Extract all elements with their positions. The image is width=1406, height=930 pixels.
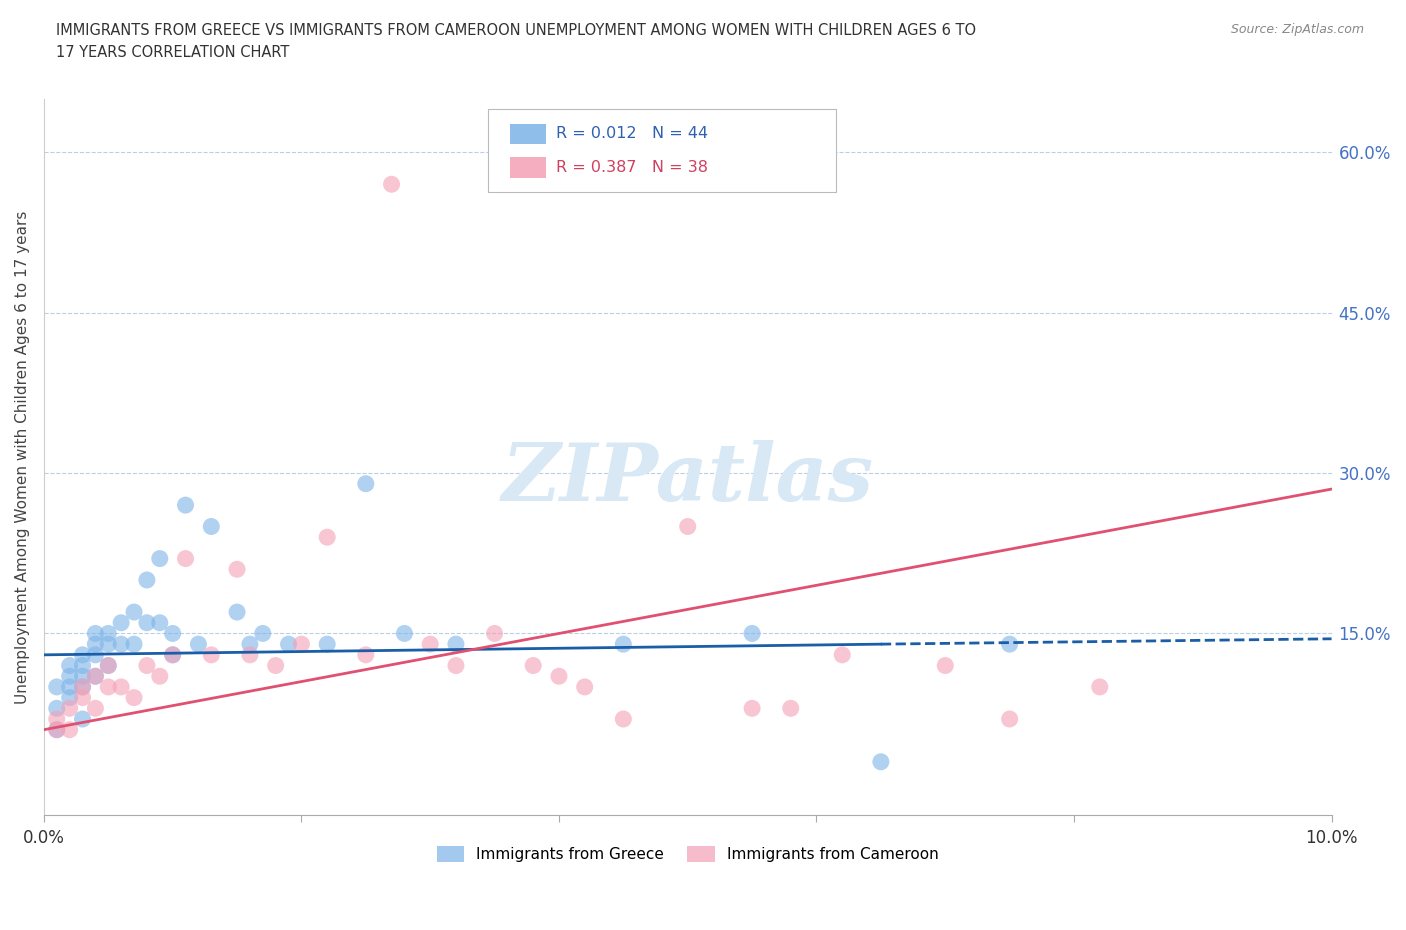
Point: [97, 680, 120, 695]
Point: [149, 551, 172, 566]
Point: [59, 701, 82, 716]
Point: [72, 680, 94, 695]
Point: [72, 658, 94, 673]
Point: [548, 669, 571, 684]
Point: [998, 711, 1021, 726]
Point: [444, 658, 467, 673]
Point: [741, 626, 763, 641]
Point: [741, 701, 763, 716]
Point: [84, 701, 107, 716]
Point: [290, 637, 312, 652]
Point: [484, 626, 506, 641]
Point: [277, 637, 299, 652]
Point: [779, 701, 801, 716]
Point: [162, 626, 184, 641]
Point: [97, 637, 120, 652]
Point: [97, 658, 120, 673]
Point: [122, 637, 145, 652]
Point: [187, 637, 209, 652]
Point: [316, 530, 339, 545]
Text: IMMIGRANTS FROM GREECE VS IMMIGRANTS FROM CAMEROON UNEMPLOYMENT AMONG WOMEN WITH: IMMIGRANTS FROM GREECE VS IMMIGRANTS FRO…: [56, 23, 976, 60]
Point: [84, 647, 107, 662]
Point: [239, 637, 262, 652]
Legend: Immigrants from Greece, Immigrants from Cameroon: Immigrants from Greece, Immigrants from …: [430, 841, 945, 869]
Point: [676, 519, 699, 534]
Point: [419, 637, 441, 652]
Point: [226, 604, 249, 619]
Point: [239, 647, 262, 662]
Point: [45, 680, 67, 695]
Text: ZIPatlas: ZIPatlas: [502, 440, 873, 517]
Point: [84, 637, 107, 652]
Point: [45, 701, 67, 716]
Point: [354, 647, 377, 662]
Point: [59, 723, 82, 737]
Point: [149, 616, 172, 631]
Point: [110, 637, 132, 652]
FancyBboxPatch shape: [510, 157, 546, 178]
Text: R = 0.012   N = 44: R = 0.012 N = 44: [557, 126, 709, 141]
Text: Source: ZipAtlas.com: Source: ZipAtlas.com: [1230, 23, 1364, 36]
Point: [122, 690, 145, 705]
Point: [831, 647, 853, 662]
Point: [149, 669, 172, 684]
Point: [1088, 680, 1111, 695]
Point: [444, 637, 467, 652]
Point: [45, 711, 67, 726]
Point: [59, 658, 82, 673]
Point: [72, 680, 94, 695]
Point: [394, 626, 416, 641]
Y-axis label: Unemployment Among Women with Children Ages 6 to 17 years: Unemployment Among Women with Children A…: [15, 210, 30, 704]
Point: [59, 680, 82, 695]
Point: [135, 658, 157, 673]
Point: [84, 626, 107, 641]
Point: [45, 723, 67, 737]
Point: [97, 626, 120, 641]
Point: [174, 551, 197, 566]
Point: [612, 711, 634, 726]
Point: [522, 658, 544, 673]
Point: [84, 669, 107, 684]
Point: [72, 711, 94, 726]
Point: [200, 647, 222, 662]
Point: [612, 637, 634, 652]
Point: [59, 669, 82, 684]
Point: [174, 498, 197, 512]
Point: [380, 177, 402, 192]
Point: [934, 658, 956, 673]
Point: [252, 626, 274, 641]
Point: [72, 669, 94, 684]
Point: [264, 658, 287, 673]
Text: R = 0.387   N = 38: R = 0.387 N = 38: [557, 160, 709, 175]
Point: [574, 680, 596, 695]
Point: [998, 637, 1021, 652]
Point: [354, 476, 377, 491]
Point: [110, 680, 132, 695]
Point: [226, 562, 249, 577]
Point: [316, 637, 339, 652]
Point: [45, 723, 67, 737]
Point: [162, 647, 184, 662]
Point: [110, 616, 132, 631]
Point: [200, 519, 222, 534]
Point: [135, 616, 157, 631]
Point: [72, 647, 94, 662]
Point: [122, 604, 145, 619]
Point: [162, 647, 184, 662]
Point: [135, 573, 157, 588]
Point: [59, 690, 82, 705]
Point: [72, 690, 94, 705]
FancyBboxPatch shape: [488, 110, 835, 192]
Point: [84, 669, 107, 684]
FancyBboxPatch shape: [510, 124, 546, 144]
Point: [97, 658, 120, 673]
Point: [870, 754, 893, 769]
